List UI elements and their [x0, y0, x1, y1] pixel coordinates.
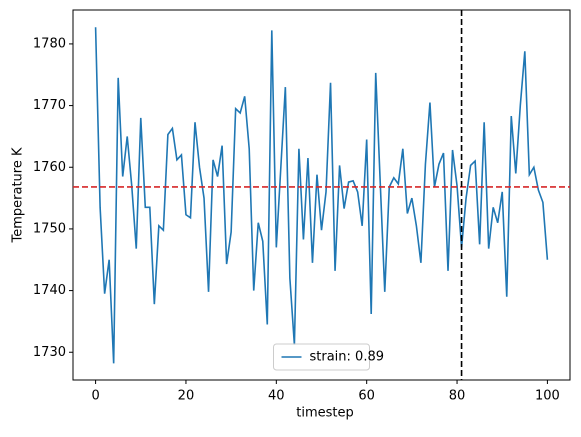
- y-tick-label: 1760: [33, 160, 66, 175]
- x-axis-label: timestep: [296, 406, 354, 421]
- x-tick-label: 100: [535, 389, 560, 404]
- legend-label: strain: 0.89: [310, 350, 385, 365]
- y-tick-label: 1740: [33, 283, 66, 298]
- x-tick-label: 60: [358, 389, 375, 404]
- y-tick-label: 1780: [33, 36, 66, 51]
- data-line: [94, 27, 549, 364]
- plot-frame: [72, 9, 571, 381]
- y-axis-label: Temperature K: [11, 147, 26, 243]
- x-tick-label: 40: [268, 389, 285, 404]
- x-tick-label: 80: [449, 389, 466, 404]
- legend-box: [273, 343, 370, 371]
- y-tick-label: 1750: [33, 221, 66, 236]
- y-tick-label: 1770: [33, 98, 66, 113]
- y-tick-label: 1730: [33, 345, 66, 360]
- x-tick-label: 0: [91, 389, 99, 404]
- x-tick-label: 20: [178, 389, 195, 404]
